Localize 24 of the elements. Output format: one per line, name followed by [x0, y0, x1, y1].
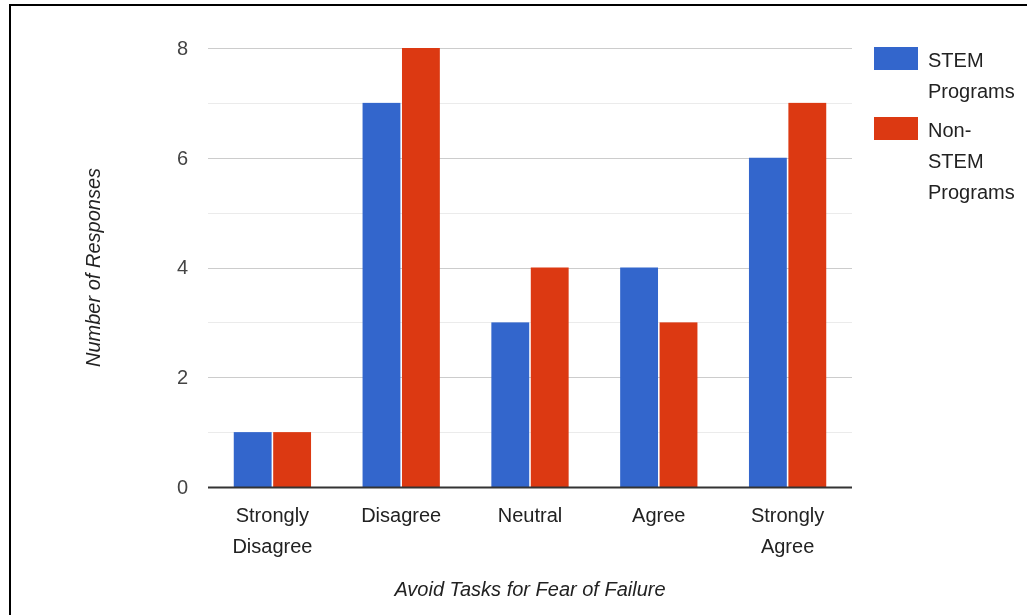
bar — [530, 267, 569, 487]
bar — [748, 157, 787, 487]
bar — [362, 102, 401, 487]
bar — [401, 48, 440, 487]
y-tick-label: 0 — [176, 475, 188, 498]
x-tick-label: Disagree — [361, 504, 442, 526]
x-tick-label: Neutral — [497, 504, 563, 526]
y-axis-title: Number of Responses — [82, 168, 104, 367]
x-tick-label: Strongly Agree — [750, 504, 825, 557]
bar — [788, 102, 827, 487]
legend-label: STEM Programs — [928, 49, 1015, 102]
y-tick-label: 8 — [176, 36, 188, 59]
bar — [491, 322, 530, 487]
x-axis-title: Avoid Tasks for Fear of Failure — [393, 578, 666, 600]
bar — [273, 432, 312, 487]
bar — [659, 322, 698, 487]
legend-label: Non-STEM Programs — [928, 119, 1015, 203]
x-tick-label: Strongly Disagree — [232, 504, 313, 557]
bar — [620, 267, 659, 487]
x-tick-label: Agree — [632, 504, 686, 526]
y-tick-label: 6 — [176, 146, 188, 169]
y-tick-label: 4 — [176, 256, 188, 279]
bar — [233, 432, 272, 487]
y-tick-label: 2 — [176, 366, 188, 389]
